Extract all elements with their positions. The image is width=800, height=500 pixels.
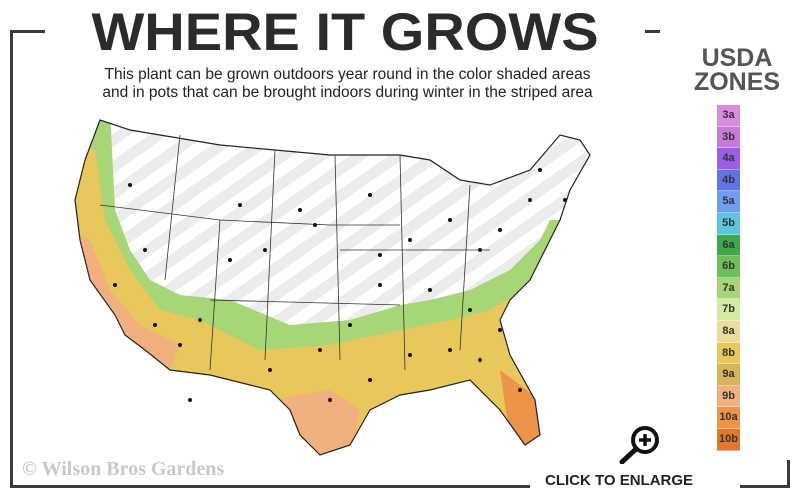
city-dot xyxy=(238,203,242,207)
city-dot xyxy=(128,183,132,187)
enlarge-gap xyxy=(530,460,740,500)
city-dot xyxy=(368,378,372,382)
legend-title: USDA ZONES xyxy=(682,44,792,96)
city-dot xyxy=(328,398,332,402)
title-gap xyxy=(45,20,645,40)
city-dot xyxy=(498,328,502,332)
subtitle-line-2: and in pots that can be brought indoors … xyxy=(102,84,593,101)
subtitle-line-1: This plant can be grown outdoors year ro… xyxy=(104,66,591,83)
legend-zone-5a: 5a xyxy=(717,191,740,213)
city-dot xyxy=(408,238,412,242)
city-dot xyxy=(228,258,232,262)
legend-zone-8a: 8a xyxy=(717,320,740,343)
map-regions xyxy=(75,120,590,455)
city-dot xyxy=(188,398,192,402)
city-dot xyxy=(263,248,267,252)
city-dot xyxy=(528,198,532,202)
legend-zone-3a: 3a xyxy=(717,105,740,127)
city-dot xyxy=(153,323,157,327)
legend-zone-8b: 8b xyxy=(717,342,740,365)
legend-zone-7a: 7a xyxy=(717,277,740,300)
us-zone-map[interactable] xyxy=(70,110,610,460)
legend-zone-5b: 5b xyxy=(717,212,740,235)
city-dot xyxy=(318,348,322,352)
state-borders xyxy=(99,134,490,371)
city-dot xyxy=(408,353,412,357)
city-dot xyxy=(478,248,482,252)
subtitle: This plant can be grown outdoors year ro… xyxy=(40,66,655,102)
legend-title-line-2: ZONES xyxy=(693,68,781,96)
city-dot xyxy=(348,323,352,327)
us-outline xyxy=(74,119,591,456)
copyright-watermark: © Wilson Bros Gardens xyxy=(22,458,225,480)
city-dot xyxy=(538,168,542,172)
city-dot xyxy=(518,388,522,392)
city-dot xyxy=(313,223,317,227)
city-dot xyxy=(368,193,372,197)
legend-zone-9b: 9b xyxy=(717,385,740,408)
city-dot xyxy=(198,318,202,322)
city-dot xyxy=(563,198,567,202)
page-title: WHERE IT GROWS xyxy=(91,1,599,62)
zoom-in-icon[interactable] xyxy=(618,424,664,464)
city-dot xyxy=(378,283,382,287)
legend-zone-6a: 6a xyxy=(717,234,740,257)
legend-zone-4b: 4b xyxy=(717,169,740,192)
zone-legend: 3a 3b 4a 4b 5a 5b 6a 6b 7a 7b 8a 8b 9a 9b 10a 10b xyxy=(717,105,740,451)
city-markers xyxy=(113,168,567,402)
city-dot xyxy=(143,248,147,252)
legend-zone-10b: 10b xyxy=(717,428,740,451)
legend-zone-10a: 10a xyxy=(717,407,740,429)
city-dot xyxy=(428,288,432,292)
legend-zone-9a: 9a xyxy=(717,364,740,386)
legend-zone-7b: 7b xyxy=(717,299,740,321)
city-dot xyxy=(178,343,182,347)
legend-zone-4a: 4a xyxy=(717,148,740,170)
city-dot xyxy=(378,253,382,257)
city-dot xyxy=(448,218,452,222)
city-dot xyxy=(478,358,482,362)
city-dot xyxy=(498,228,502,232)
legend-zone-6b: 6b xyxy=(717,256,740,278)
city-dot xyxy=(468,308,472,312)
city-dot xyxy=(268,368,272,372)
click-to-enlarge-link[interactable]: CLICK TO ENLARGE xyxy=(545,472,694,489)
legend-zone-3b: 3b xyxy=(717,126,740,149)
city-dot xyxy=(298,208,302,212)
city-dot xyxy=(113,283,117,287)
city-dot xyxy=(448,348,452,352)
legend-title-line-1: USDA xyxy=(701,44,773,72)
